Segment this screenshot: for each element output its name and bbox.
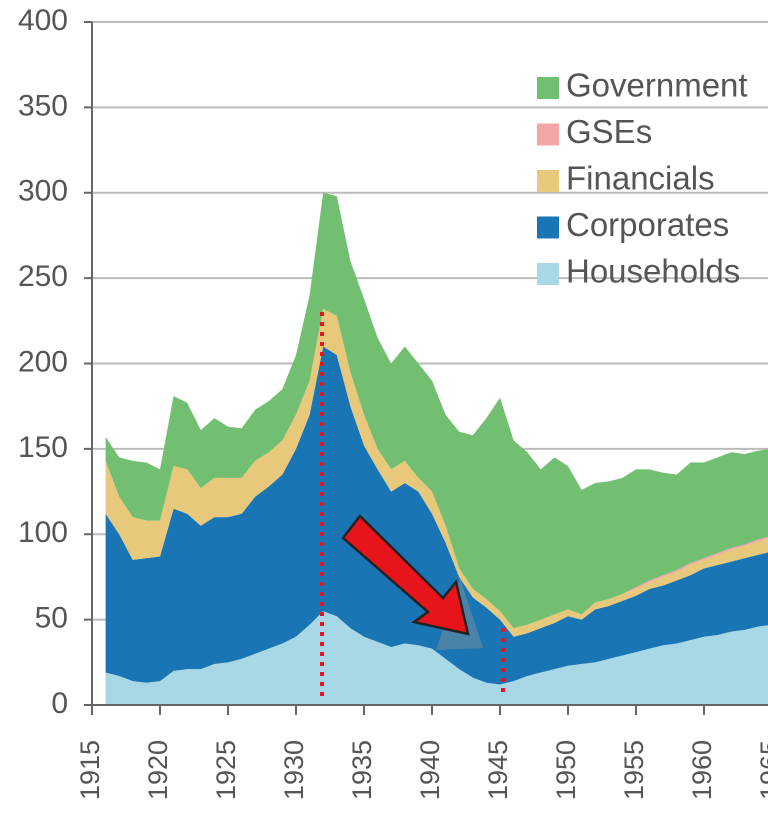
y-tick-label: 250 xyxy=(18,260,68,293)
area xyxy=(105,346,768,685)
y-tick-label: 150 xyxy=(18,431,68,464)
annotations xyxy=(320,312,505,698)
legend-swatch xyxy=(537,123,559,146)
legend-swatch xyxy=(537,77,559,99)
y-tick-label: 100 xyxy=(18,516,68,549)
area xyxy=(105,192,768,629)
y-tick-label: 50 xyxy=(35,602,68,635)
y-tick-label: 0 xyxy=(51,687,68,720)
legend-label: Corporates xyxy=(566,206,729,243)
red-arrow xyxy=(341,514,470,636)
y-tick-label: 200 xyxy=(18,345,68,378)
x-tick-label: 1950 xyxy=(551,740,581,800)
y-tick-label: 400 xyxy=(18,4,68,37)
legend-swatch xyxy=(537,170,559,192)
legend-label: Financials xyxy=(566,160,715,197)
legend-swatch xyxy=(537,263,559,285)
legend-label: GSEs xyxy=(566,113,652,150)
y-tick-label: 350 xyxy=(18,89,68,122)
x-tick-label: 1965 xyxy=(755,740,768,800)
legend-label: Households xyxy=(566,253,740,290)
legend-swatch xyxy=(537,216,559,239)
area xyxy=(105,611,768,705)
x-tick-label: 1925 xyxy=(211,740,241,800)
x-tick-label: 1960 xyxy=(687,740,717,800)
legend-label: Government xyxy=(566,67,748,104)
x-tick-label: 1940 xyxy=(415,740,445,800)
x-tick-label: 1930 xyxy=(279,740,309,800)
x-tick-label: 1920 xyxy=(143,740,173,800)
x-tick-label: 1935 xyxy=(347,740,377,800)
x-tick-label: 1945 xyxy=(483,740,513,800)
x-tick-label: 1915 xyxy=(75,740,105,800)
y-tick-label: 300 xyxy=(18,175,68,208)
x-tick-label: 1955 xyxy=(619,740,649,800)
